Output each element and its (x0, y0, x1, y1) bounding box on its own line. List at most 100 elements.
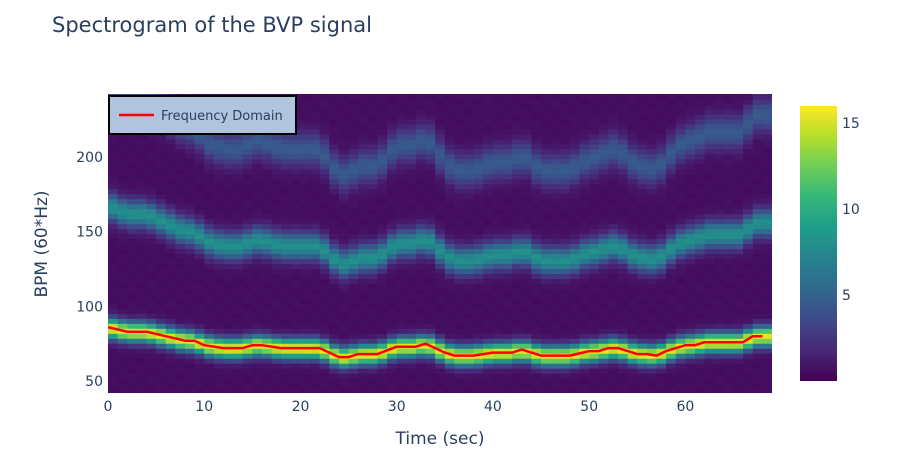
heatmap-cell (492, 243, 504, 250)
heatmap-cell (598, 108, 609, 115)
heatmap-cell (502, 228, 513, 235)
heatmap-cell (627, 238, 638, 245)
heatmap-cell (367, 263, 379, 270)
heatmap-cell (156, 133, 167, 140)
frequency-domain-series[interactable] (108, 325, 763, 359)
heatmap-cell (589, 158, 600, 165)
heatmap-cell (329, 378, 340, 384)
heatmap-cell (541, 183, 552, 190)
heatmap-cell (184, 243, 196, 250)
heatmap-cell (300, 108, 311, 115)
heatmap-cell (521, 373, 533, 379)
heatmap-cell (560, 94, 571, 100)
heatmap-cell (184, 258, 196, 265)
heatmap-cell (184, 323, 196, 329)
heatmap-cell (531, 98, 542, 105)
heatmap-cell (348, 388, 359, 393)
heatmap-cell (127, 208, 138, 215)
heatmap-cell (281, 218, 292, 225)
heatmap-cell (473, 123, 484, 130)
heatmap-cell (146, 218, 157, 225)
heatmap-cell (338, 158, 350, 165)
heatmap-cell (714, 383, 725, 389)
heatmap-cell (560, 288, 571, 294)
heatmap-cell (213, 258, 225, 265)
heatmap-cell (367, 108, 379, 115)
heatmap-cell (435, 368, 446, 374)
heatmap-cell (656, 138, 667, 145)
heatmap-cell (521, 313, 533, 319)
heatmap-cell (762, 148, 772, 155)
heatmap-cell (290, 203, 302, 210)
heatmap-cell (156, 303, 167, 309)
heatmap-cell (627, 183, 638, 190)
heatmap-cell (608, 273, 619, 279)
heatmap-cell (752, 373, 763, 379)
heatmap-cell (348, 168, 359, 175)
heatmap-cell (367, 158, 379, 165)
heatmap-cell (502, 193, 513, 200)
heatmap-cell (714, 233, 725, 240)
heatmap-cell (175, 353, 186, 359)
heatmap-cell (184, 208, 196, 215)
heatmap-cell (435, 94, 446, 100)
heatmap-cell (415, 313, 427, 319)
heatmap-cell (714, 208, 725, 215)
heatmap-cell (300, 273, 311, 279)
heatmap-cell (521, 108, 533, 115)
heatmap-cell (204, 153, 215, 160)
heatmap-cell (136, 278, 148, 284)
heatmap-cell (569, 143, 581, 150)
heatmap-cell (733, 94, 744, 100)
heatmap-cell (541, 163, 552, 170)
heatmap-cell (252, 228, 263, 235)
legend[interactable]: Frequency Domain (108, 95, 297, 135)
heatmap-cell (569, 118, 581, 125)
heatmap-cell (136, 148, 148, 155)
heatmap-cell (675, 103, 686, 110)
heatmap-cell (656, 328, 667, 334)
heatmap-cell (387, 103, 398, 110)
heatmap-cell (415, 288, 427, 294)
heatmap-cell (502, 128, 513, 135)
heatmap-cell (252, 353, 263, 359)
heatmap-cell (271, 323, 282, 329)
heatmap-cell (310, 278, 321, 284)
heatmap-cell (252, 358, 263, 364)
heatmap-cell (117, 278, 128, 284)
heatmap-cell (646, 108, 658, 115)
heatmap-cell (685, 193, 696, 200)
heatmap-cell (213, 323, 225, 329)
heatmap-cell (743, 143, 754, 150)
heatmap-cell (752, 233, 763, 240)
heatmap-cell (194, 318, 205, 324)
heatmap-cell (714, 113, 725, 120)
heatmap-cell (762, 163, 772, 170)
heatmap-cell (108, 168, 119, 175)
heatmap-cell (723, 318, 735, 324)
heatmap-cell (377, 388, 388, 393)
heatmap-cell (695, 358, 706, 364)
heatmap-cell (492, 138, 504, 145)
heatmap-cell (290, 178, 302, 185)
heatmap-cell (425, 188, 436, 195)
heatmap-cell (550, 143, 561, 150)
heatmap-cell (512, 328, 523, 334)
heatmap-cell (435, 98, 446, 105)
heatmap-cell (252, 253, 263, 260)
heatmap-cell (271, 363, 282, 369)
heatmap-cell (338, 258, 350, 265)
heatmap-cell (223, 313, 234, 319)
heatmap-cell (579, 98, 590, 105)
heatmap-cell (165, 218, 176, 225)
heatmap-cell (444, 193, 456, 200)
heatmap-cell (723, 133, 735, 140)
heatmap-cell (608, 293, 619, 299)
heatmap-cell (464, 228, 475, 235)
heatmap-cell (743, 94, 754, 100)
heatmap-cell (685, 318, 696, 324)
heatmap-cell (646, 343, 658, 349)
heatmap-cell (454, 323, 465, 329)
heatmap-cell (685, 258, 696, 265)
heatmap-cell (425, 138, 436, 145)
